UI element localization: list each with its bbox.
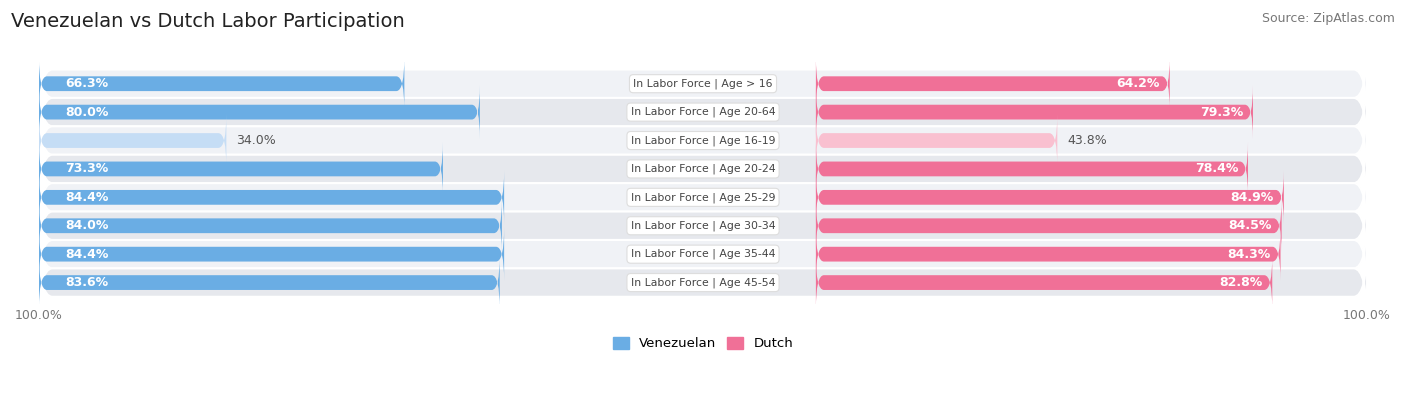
FancyBboxPatch shape: [39, 41, 1367, 126]
Text: In Labor Force | Age 20-24: In Labor Force | Age 20-24: [631, 164, 775, 174]
Text: 66.3%: 66.3%: [66, 77, 108, 90]
Text: 34.0%: 34.0%: [236, 134, 276, 147]
FancyBboxPatch shape: [815, 57, 1170, 111]
Text: In Labor Force | Age 35-44: In Labor Force | Age 35-44: [631, 249, 775, 260]
FancyBboxPatch shape: [39, 228, 505, 281]
FancyBboxPatch shape: [39, 142, 443, 196]
FancyBboxPatch shape: [39, 98, 1367, 183]
FancyBboxPatch shape: [39, 126, 1367, 212]
FancyBboxPatch shape: [39, 199, 502, 252]
FancyBboxPatch shape: [815, 256, 1272, 309]
Text: 82.8%: 82.8%: [1219, 276, 1263, 289]
Text: 43.8%: 43.8%: [1067, 134, 1107, 147]
FancyBboxPatch shape: [815, 228, 1281, 281]
FancyBboxPatch shape: [815, 171, 1284, 224]
Text: In Labor Force | Age > 16: In Labor Force | Age > 16: [633, 79, 773, 89]
Text: 73.3%: 73.3%: [66, 162, 108, 175]
FancyBboxPatch shape: [815, 199, 1282, 252]
FancyBboxPatch shape: [39, 155, 1367, 240]
FancyBboxPatch shape: [39, 70, 1367, 155]
FancyBboxPatch shape: [39, 240, 1367, 325]
Text: 84.3%: 84.3%: [1227, 248, 1271, 261]
Text: 84.0%: 84.0%: [66, 219, 108, 232]
Text: 84.4%: 84.4%: [66, 248, 108, 261]
Text: Source: ZipAtlas.com: Source: ZipAtlas.com: [1261, 12, 1395, 25]
FancyBboxPatch shape: [815, 85, 1253, 139]
FancyBboxPatch shape: [815, 114, 1057, 167]
FancyBboxPatch shape: [39, 171, 505, 224]
FancyBboxPatch shape: [39, 57, 405, 111]
FancyBboxPatch shape: [39, 183, 1367, 268]
FancyBboxPatch shape: [39, 212, 1367, 297]
Text: In Labor Force | Age 30-34: In Labor Force | Age 30-34: [631, 220, 775, 231]
Text: 83.6%: 83.6%: [66, 276, 108, 289]
FancyBboxPatch shape: [39, 114, 226, 167]
Text: In Labor Force | Age 16-19: In Labor Force | Age 16-19: [631, 135, 775, 146]
Text: Venezuelan vs Dutch Labor Participation: Venezuelan vs Dutch Labor Participation: [11, 12, 405, 31]
Text: 84.5%: 84.5%: [1229, 219, 1271, 232]
Text: In Labor Force | Age 20-64: In Labor Force | Age 20-64: [631, 107, 775, 117]
Text: 64.2%: 64.2%: [1116, 77, 1160, 90]
Text: 84.9%: 84.9%: [1230, 191, 1274, 204]
Text: 80.0%: 80.0%: [66, 105, 108, 118]
Text: 79.3%: 79.3%: [1199, 105, 1243, 118]
FancyBboxPatch shape: [815, 142, 1249, 196]
Text: 78.4%: 78.4%: [1195, 162, 1239, 175]
Text: 84.4%: 84.4%: [66, 191, 108, 204]
Text: In Labor Force | Age 45-54: In Labor Force | Age 45-54: [631, 277, 775, 288]
Legend: Venezuelan, Dutch: Venezuelan, Dutch: [613, 337, 793, 350]
Text: In Labor Force | Age 25-29: In Labor Force | Age 25-29: [631, 192, 775, 203]
FancyBboxPatch shape: [39, 85, 479, 139]
FancyBboxPatch shape: [39, 256, 499, 309]
